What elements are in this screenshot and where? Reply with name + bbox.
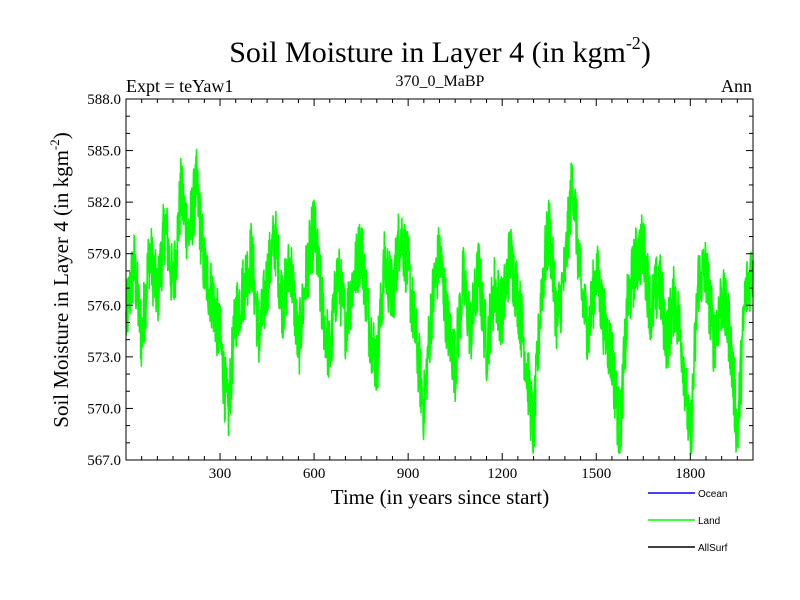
y-label-superscript: -2 (47, 139, 62, 150)
y-tick-label: 573.0 (87, 350, 121, 366)
x-axis: 300 600 900 1200 1500 1800 (141, 99, 738, 482)
y-axis-label: Soil Moisture in Layer 4 (in kgm-2) (47, 132, 73, 427)
experiment-label: Expt = teYaw1 (126, 76, 233, 96)
legend-label-ocean: Ocean (698, 489, 727, 500)
x-tick-label: 1800 (675, 466, 705, 482)
x-tick-label: 900 (397, 466, 420, 482)
x-tick-label: 1500 (581, 466, 611, 482)
title-superscript: -2 (626, 33, 641, 53)
x-tick-label: 600 (303, 466, 326, 482)
period-label: Ann (721, 76, 752, 96)
y-label-close: ) (49, 132, 73, 139)
y-axis: 567.0 570.0 573.0 576.0 579.0 582.0 585.0 588.0 (87, 92, 753, 469)
legend-label-land: Land (698, 516, 720, 527)
legend: Ocean Land AllSurf (648, 489, 728, 554)
chart-title: Soil Moisture in Layer 4 (in kgm-2) (229, 33, 651, 69)
plot-area (125, 98, 754, 461)
title-close: ) (641, 36, 651, 69)
title-main: Soil Moisture in Layer 4 (in kgm (229, 36, 626, 69)
y-tick-label: 579.0 (87, 247, 121, 263)
y-tick-label: 576.0 (87, 298, 121, 314)
y-tick-label: 570.0 (87, 401, 121, 417)
y-tick-label: 588.0 (87, 92, 121, 108)
y-tick-label: 582.0 (87, 195, 121, 211)
x-axis-label: Time (in years since start) (331, 485, 550, 509)
x-tick-label: 1200 (487, 466, 517, 482)
y-label-main: Soil Moisture in Layer 4 (in kgm (49, 150, 73, 428)
x-tick-label: 300 (209, 466, 232, 482)
y-tick-label: 585.0 (87, 144, 121, 160)
y-tick-label: 567.0 (87, 453, 121, 469)
subtitle-label: 370_0_MaBP (396, 73, 485, 90)
land-series-line (125, 148, 754, 454)
legend-label-allsurf: AllSurf (698, 543, 728, 554)
